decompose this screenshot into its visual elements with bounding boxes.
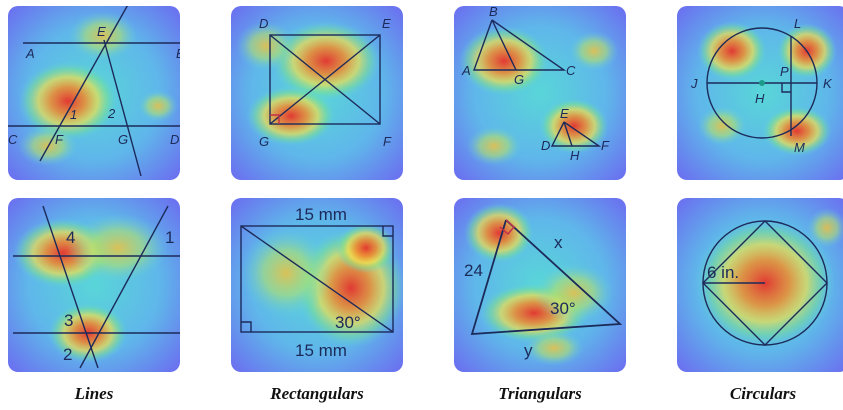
heatmap-panel-rectangulars-2: 15 mm 15 mm 30°	[231, 198, 403, 372]
heatmap-panel-circulars-1: L J P H K M	[677, 6, 843, 180]
label-C: C	[566, 63, 576, 78]
label-1: 1	[70, 107, 77, 122]
label-E: E	[560, 106, 569, 121]
label-J: J	[690, 76, 698, 91]
label-F: F	[601, 138, 610, 153]
label-F: F	[55, 132, 64, 147]
label-bottom-15mm: 15 mm	[295, 341, 347, 360]
label-2: 2	[107, 106, 116, 121]
heatmap-panel-circulars-2: 6 in.	[677, 198, 843, 372]
label-G: G	[259, 134, 269, 149]
caption-triangulars: Triangulars	[498, 384, 582, 403]
label-G: G	[118, 132, 128, 147]
caption-rectangulars: Rectangulars	[270, 384, 364, 403]
heatmap-panel-rectangulars-1: D E G F	[231, 6, 403, 180]
label-K: K	[823, 76, 833, 91]
label-4: 4	[66, 228, 75, 247]
label-x: x	[554, 233, 563, 252]
heatmap-panel-triangulars-2: x 24 30° y	[454, 198, 626, 372]
label-B: B	[176, 46, 180, 61]
caption-lines: Lines	[74, 384, 114, 403]
label-A: A	[25, 46, 35, 61]
label-A: A	[461, 63, 471, 78]
label-D: D	[259, 16, 268, 31]
caption-circulars: Circulars	[729, 384, 797, 403]
label-1: 1	[165, 228, 174, 247]
label-top-15mm: 15 mm	[295, 205, 347, 224]
label-E: E	[97, 24, 106, 39]
label-D: D	[170, 132, 179, 147]
label-G: G	[514, 72, 524, 87]
label-6in: 6 in.	[707, 263, 739, 282]
label-B: B	[489, 6, 498, 19]
label-3: 3	[64, 311, 73, 330]
label-30deg: 30°	[550, 299, 576, 318]
heatmap-panel-lines-1: A E B C F 1 2 G D	[8, 6, 180, 180]
label-C: C	[8, 132, 18, 147]
label-P: P	[780, 64, 789, 79]
heatmap-panel-lines-2: 4 1 3 2	[8, 198, 180, 372]
label-F: F	[383, 134, 392, 149]
label-24: 24	[464, 261, 483, 280]
heatmap-panel-triangulars-1: B A G C E D H F	[454, 6, 626, 180]
label-H: H	[570, 148, 580, 163]
label-2: 2	[63, 345, 72, 364]
label-H: H	[755, 91, 765, 106]
label-M: M	[794, 140, 805, 155]
label-y: y	[524, 341, 533, 360]
label-D: D	[541, 138, 550, 153]
label-E: E	[382, 16, 391, 31]
label-L: L	[794, 16, 801, 31]
label-30deg: 30°	[335, 313, 361, 332]
